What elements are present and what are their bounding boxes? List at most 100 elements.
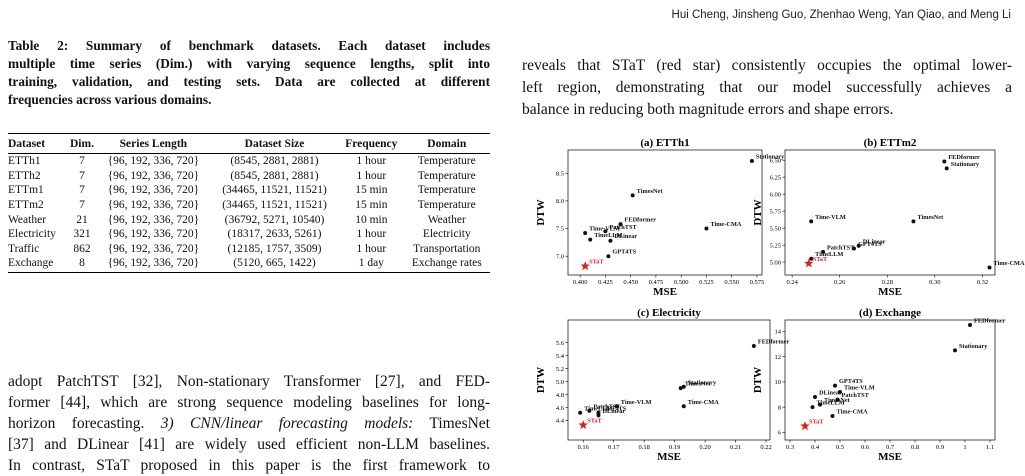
table-cell: Exchange rates xyxy=(403,256,490,274)
table-cell: ETTh2 xyxy=(8,169,41,182)
star-point xyxy=(800,421,810,431)
x-tick-label: 0.400 xyxy=(573,279,588,286)
point xyxy=(678,386,683,391)
plot-frame xyxy=(567,149,763,276)
x-axis-label: MSE xyxy=(653,286,677,298)
point xyxy=(681,404,686,409)
chart-title: (b) ETTm2 xyxy=(864,137,917,149)
point xyxy=(704,226,709,231)
table: Dataset Dim. Series Length Dataset Size Freq… xyxy=(8,133,490,274)
point-label: PatchTST xyxy=(842,392,870,399)
point-label: PatchTST xyxy=(827,244,855,251)
y-tick-label: 8.0 xyxy=(556,198,564,205)
x-tick-label: 1.1 xyxy=(986,444,994,451)
text-line: adopt PatchTST [32], Non-stationary Tran… xyxy=(8,371,490,392)
table-cell: {96, 192, 336, 720} xyxy=(107,199,200,212)
point-label: Time-VLM xyxy=(621,399,652,406)
x-axis-label: MSE xyxy=(657,451,681,463)
y-tick-label: 4.6 xyxy=(556,405,565,412)
table-header: Dataset Dim. Series Length Dataset Size Freq… xyxy=(8,133,490,154)
text-segment: adopt PatchTST [32], Non-stationary Tran… xyxy=(8,373,490,390)
y-tick-label: 5.75 xyxy=(770,208,781,215)
point-label: FEDformer xyxy=(625,217,657,224)
table-cell: (34465, 11521, 11521) xyxy=(222,199,327,212)
point-label: TimeLLM xyxy=(594,232,622,239)
x-tick-label: 0.24 xyxy=(786,279,798,286)
chart-title: (d) Exchange xyxy=(859,307,921,319)
point-label: TimeLLM xyxy=(817,400,845,407)
star-point xyxy=(580,261,590,271)
table-cell: 7 xyxy=(79,184,85,197)
x-tick-label: 0.575 xyxy=(750,279,765,286)
text-line: left region, demonstrating that our mode… xyxy=(522,79,1012,96)
table-cell: Traffic xyxy=(8,242,40,255)
point xyxy=(681,384,686,389)
x-tick-label: 0.475 xyxy=(649,279,664,286)
point xyxy=(810,405,815,410)
point xyxy=(813,395,817,400)
y-tick-label: 5.2 xyxy=(556,366,564,373)
y-tick-label: 4.4 xyxy=(556,418,565,425)
table-cell: Temperature xyxy=(417,169,476,182)
point-label: TimesNet xyxy=(685,381,712,388)
point-label: GPT4TS xyxy=(858,241,882,248)
y-axis-label: DTW xyxy=(752,367,764,393)
x-tick-label: 0.20 xyxy=(699,444,710,451)
point xyxy=(749,159,754,164)
point xyxy=(578,410,583,415)
point xyxy=(818,402,822,407)
left-body-text: adopt PatchTST [32], Non-stationary Tran… xyxy=(8,371,490,476)
table-cell: {96, 192, 336, 720} xyxy=(107,228,200,241)
point-label: TimeLLM xyxy=(584,405,612,412)
point-label: TimesNet xyxy=(637,188,664,195)
table-cell: {96, 192, 336, 720} xyxy=(107,184,200,197)
point-label: GPT4TS xyxy=(612,249,636,256)
point-label: DLinear xyxy=(614,233,637,240)
caption-line: Table 2: Summary of benchmark datasets. … xyxy=(8,38,490,53)
column-header: Domain xyxy=(403,133,490,154)
y-tick-label: 6.25 xyxy=(770,174,781,181)
point xyxy=(588,237,593,242)
point-label: Time-VLM xyxy=(844,385,875,392)
point-label: GPT4TS xyxy=(839,378,863,385)
right-body-text: reveals that STaT (red star) consistentl… xyxy=(522,55,1012,121)
column-header: Dataset xyxy=(8,133,68,154)
x-tick-label: 0.19 xyxy=(669,444,680,451)
x-tick-label: 0.18 xyxy=(638,444,649,451)
table-cell: ETTm1 xyxy=(8,184,44,197)
x-tick-label: 0.16 xyxy=(578,444,590,451)
table-row: Weather 21 {96, 192, 336, 720} (36792, 5271… xyxy=(8,212,490,227)
point xyxy=(587,408,592,413)
x-tick-label: 0.32 xyxy=(977,279,988,286)
y-tick-label: 5.0 xyxy=(556,379,564,386)
y-tick-label: 6 xyxy=(778,430,782,437)
text-line: horizon forecasting. 3) CNN/linear forec… xyxy=(8,413,490,434)
table-cell: Weather xyxy=(8,213,47,226)
text-segment: horizon forecasting. xyxy=(8,415,161,432)
plot-frame xyxy=(784,149,996,276)
point xyxy=(809,219,814,224)
star-point xyxy=(804,258,814,268)
x-tick-label: 0.4 xyxy=(811,444,820,451)
y-tick-label: 5.6 xyxy=(556,340,565,347)
table-cell: (12185, 1757, 3509) xyxy=(227,242,322,255)
table-cell: 1 hour xyxy=(356,228,387,241)
text-line: former [44], which are strong sequence m… xyxy=(8,392,490,413)
point-label: PatchTST xyxy=(593,403,621,410)
y-tick-label: 5.00 xyxy=(770,259,781,266)
table-cell: (8545, 2881, 2881) xyxy=(230,155,319,168)
table-cell: Weather xyxy=(427,213,466,226)
caption-line: multiple time series (Dim.) with varying… xyxy=(8,56,490,71)
point-label: Stationary xyxy=(959,343,988,350)
table-caption: Table 2: Summary of benchmark datasets. … xyxy=(8,37,490,109)
x-tick-label: 0.525 xyxy=(699,279,714,286)
x-tick-label: 0.26 xyxy=(834,279,846,286)
point-label: FEDformer xyxy=(758,338,790,345)
point xyxy=(942,159,947,164)
table-cell: Electricity xyxy=(422,228,471,241)
y-axis-label: DTW xyxy=(535,199,547,225)
column-header: Dataset Size xyxy=(209,133,340,154)
table-cell: 321 xyxy=(73,228,91,241)
